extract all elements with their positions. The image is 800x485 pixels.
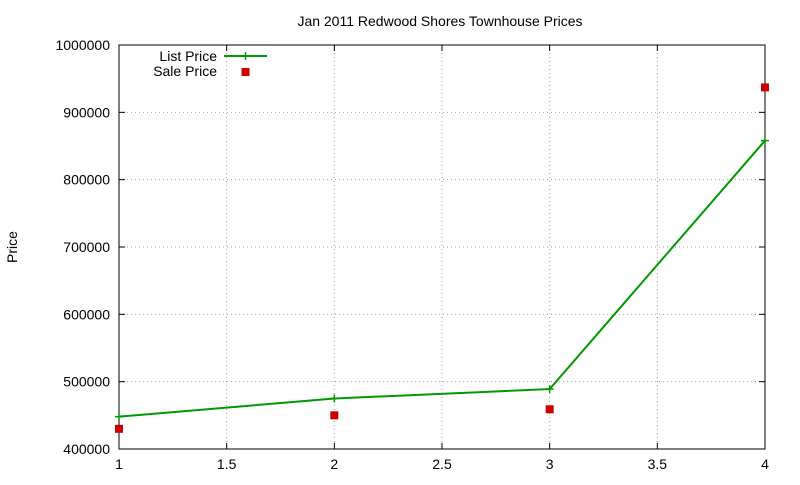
x-tick-label: 1 <box>115 456 123 472</box>
x-tick-label: 2 <box>330 456 338 472</box>
list-price-point <box>545 385 554 394</box>
legend-label: List Price <box>159 48 217 64</box>
grid <box>119 45 765 449</box>
sale-price-point <box>545 405 554 414</box>
sale-price-point <box>115 424 123 433</box>
y-tick-label: 800000 <box>63 172 110 188</box>
x-tick-label: 1.5 <box>217 456 237 472</box>
legend-swatch-marker <box>241 68 250 76</box>
y-tick-label: 900000 <box>63 104 110 120</box>
list-price-point <box>330 394 339 403</box>
y-tick-label: 400000 <box>63 441 110 457</box>
x-tick-label: 4 <box>761 456 769 472</box>
legend-item: List Price <box>159 48 267 64</box>
list-price-line <box>118 139 766 418</box>
y-tick-label: 600000 <box>63 306 110 322</box>
y-tick-label: 700000 <box>63 239 110 255</box>
x-tick-label: 3.5 <box>648 456 668 472</box>
chart-title: Jan 2011 Redwood Shores Townhouse Prices <box>297 13 582 29</box>
series-list-price <box>115 136 769 421</box>
list-price-point <box>115 412 123 421</box>
x-tick-label: 2.5 <box>432 456 452 472</box>
ticks: 1 1.5 2 2.5 3 3.5 4 400000 500000 600000 700000 800… <box>55 37 769 472</box>
y-tick-label: 1000000 <box>55 37 110 53</box>
sale-price-point <box>330 411 339 420</box>
series-layer <box>115 83 769 433</box>
sale-price-point <box>761 83 769 92</box>
list-price-point <box>761 136 769 145</box>
legend-label: Sale Price <box>153 63 217 79</box>
y-axis-label: Price <box>4 231 20 263</box>
y-tick-label: 500000 <box>63 374 110 390</box>
legend-item: Sale Price <box>153 63 250 79</box>
legend-swatch-marker <box>241 52 250 60</box>
x-tick-label: 3 <box>546 456 554 472</box>
series-sale-price <box>115 83 769 433</box>
